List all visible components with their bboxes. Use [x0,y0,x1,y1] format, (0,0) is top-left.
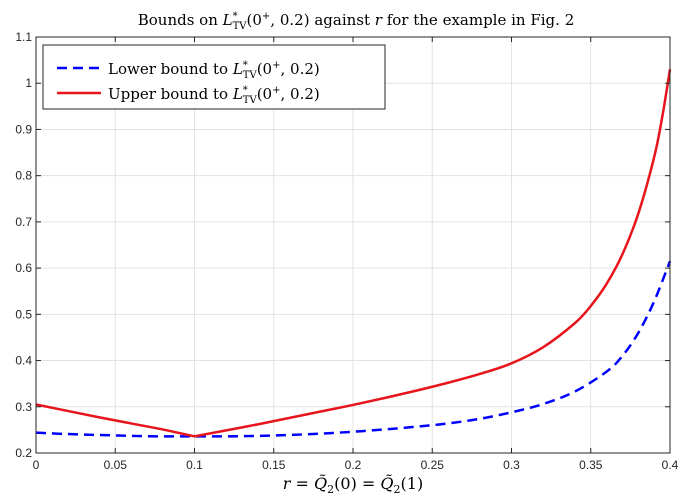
x-axis-label: r = Q̃2(0) = Q̃2(1) [283,474,423,496]
x-tick-label: 0.05 [104,458,128,472]
series-lower-bound-line [35,260,672,438]
x-tick-label: 0.2 [345,458,362,472]
x-tick-label: 0.3 [503,458,520,472]
y-tick-label: 0.2 [15,446,32,460]
x-tick-label: 0.15 [262,458,286,472]
chart-title: Bounds on L* TV(0+, 0.2) against r for th… [138,11,575,32]
y-tick-labels: 0.2 0.3 0.4 0.5 0.6 0.7 0.8 0.9 1 1.1 [15,30,32,460]
y-tick-label: 0.5 [15,307,32,321]
y-tick-label: 0.7 [15,215,32,229]
y-tick-label: 0.4 [15,354,32,368]
series-layer [35,69,672,438]
legend-entry-upper: Upper bound to L* TV(0+, 0.2) [108,85,320,106]
x-tick-label: 0.4 [662,458,679,472]
y-tick-label: 1 [25,76,32,90]
x-tick-label: 0.35 [579,458,603,472]
y-tick-label: 0.6 [15,261,32,275]
tick-marks [35,36,671,454]
legend-entry-lower: Lower bound to L* TV(0+, 0.2) [108,60,320,81]
x-tick-label: 0 [33,458,40,472]
y-tick-label: 0.9 [15,122,32,136]
legend-box [42,44,386,110]
legend: Lower bound to L* TV(0+, 0.2) Upper bound… [42,44,386,110]
x-tick-label: 0.25 [421,458,445,472]
y-tick-label: 0.3 [15,400,32,414]
y-tick-label: 0.8 [15,169,32,183]
x-tick-labels: 0 0.05 0.1 0.15 0.2 0.25 0.3 0.35 0.4 [33,458,679,472]
series-upper-bound-line [35,69,672,438]
y-tick-label: 1.1 [15,30,32,44]
x-tick-label: 0.1 [186,458,203,472]
